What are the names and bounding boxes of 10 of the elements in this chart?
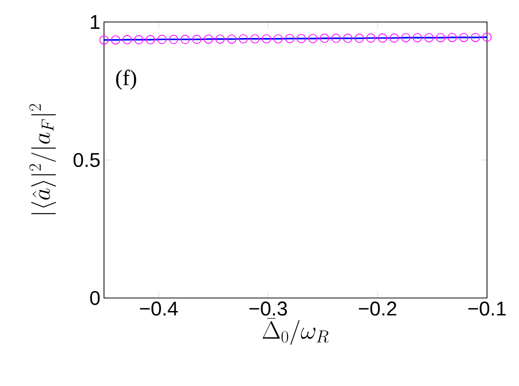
x-axis-title: $\bar{\Delta}_0/\omega_R$ bbox=[262, 318, 329, 345]
y-tick-label: 1 bbox=[90, 15, 100, 29]
y-tick-label: 0 bbox=[90, 290, 100, 306]
x-tick-label: −0.4 bbox=[140, 302, 178, 316]
annotation: (f) bbox=[116, 70, 136, 90]
x-tick-label: −0.1 bbox=[468, 302, 506, 316]
y-axis-title: $|\langle\hat{a}\rangle|^2/|a_F|^2$ bbox=[29, 104, 56, 214]
x-tick-label: −0.3 bbox=[249, 302, 287, 316]
y-tick-label: 0.5 bbox=[74, 152, 100, 168]
x-tick-label: −0.2 bbox=[358, 302, 396, 316]
